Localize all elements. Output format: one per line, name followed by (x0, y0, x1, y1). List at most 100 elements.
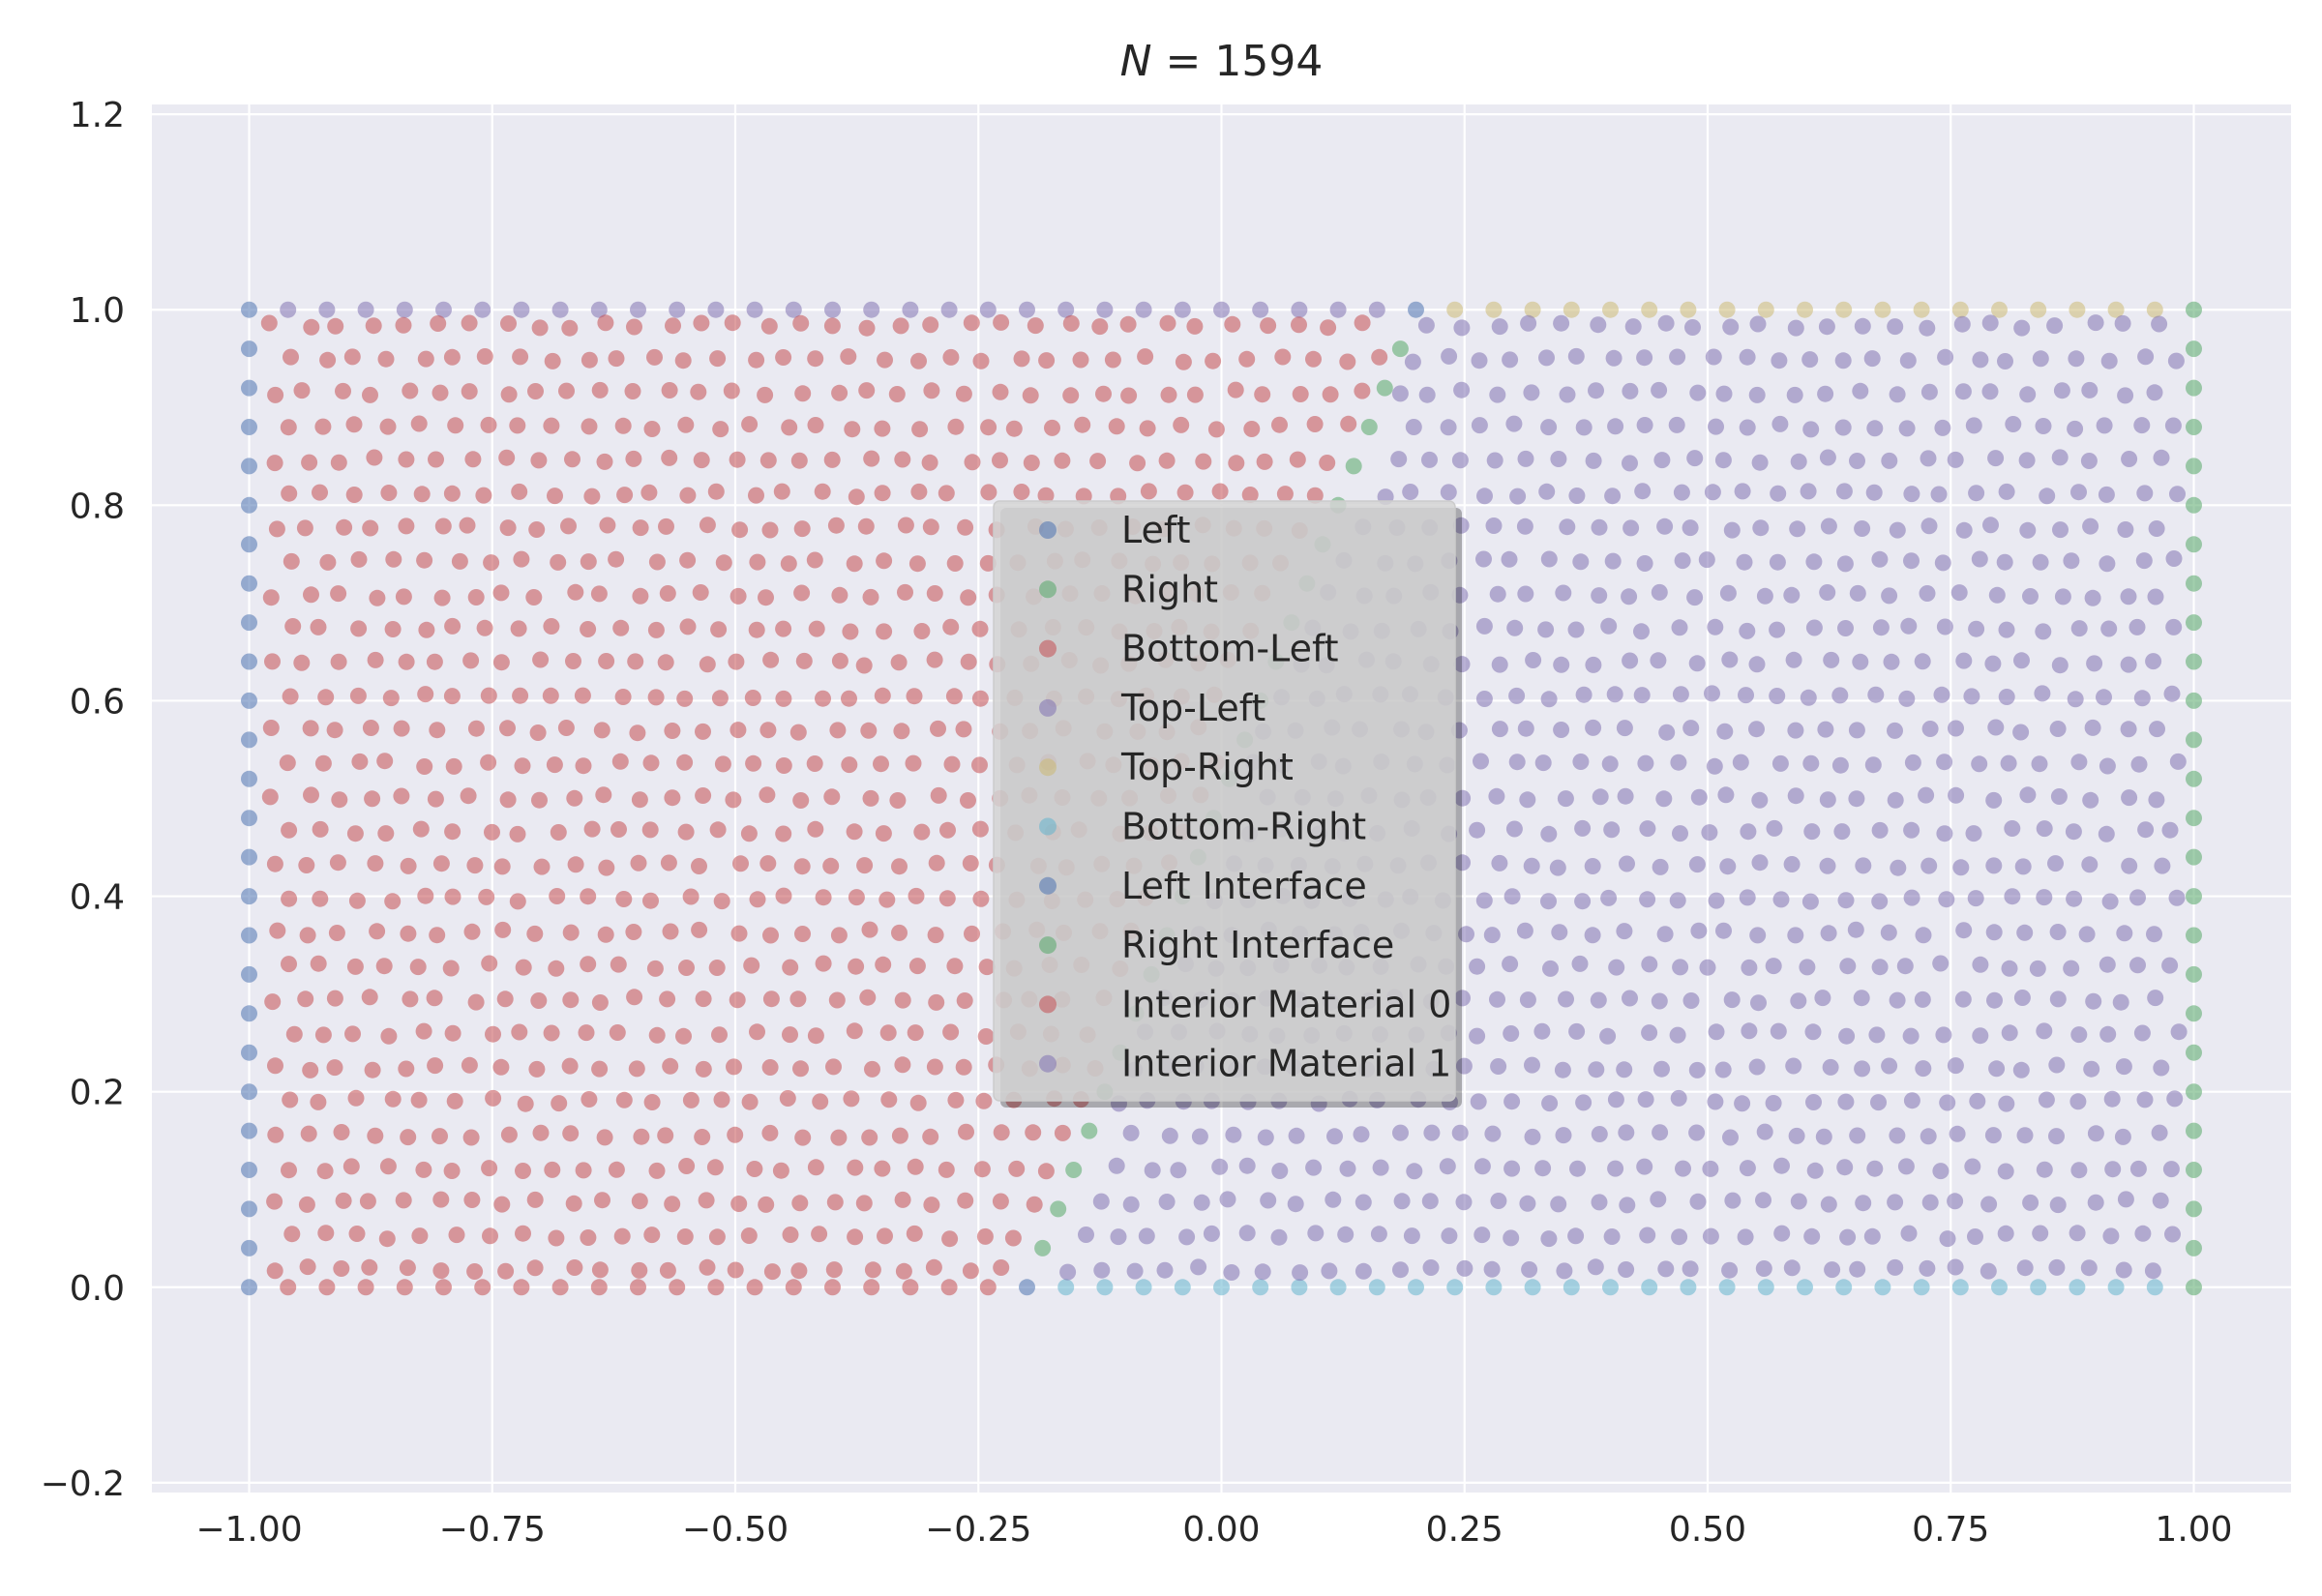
y-axis-ticks: −0.20.00.20.40.60.81.01.2 (41, 96, 125, 1504)
point-interior-material-1 (1854, 317, 1871, 335)
point-interior-material-0 (761, 521, 779, 539)
legend-label: Top-Right (1120, 746, 1294, 788)
point-interior-material-1 (2130, 755, 2148, 773)
point-interior-material-0 (946, 958, 964, 975)
point-interior-material-1 (1749, 927, 1767, 944)
point-interior-material-1 (2048, 1056, 2066, 1074)
point-interior-material-0 (971, 620, 989, 637)
point-interior-material-1 (1751, 854, 1769, 872)
point-interior-material-0 (485, 1025, 501, 1043)
point-interior-material-1 (1981, 383, 1999, 400)
point-bottom-left (746, 1279, 763, 1296)
point-interior-material-1 (1455, 1057, 1473, 1075)
point-interior-material-0 (417, 350, 434, 368)
point-interior-material-1 (1558, 990, 1574, 1008)
point-interior-material-0 (662, 923, 679, 940)
point-interior-material-0 (782, 1227, 799, 1243)
point-right (2186, 1239, 2202, 1256)
point-interior-material-1 (1540, 419, 1558, 436)
point-interior-material-0 (591, 381, 609, 399)
point-interior-material-1 (1682, 519, 1699, 537)
point-interior-material-1 (1471, 417, 1488, 434)
point-interior-material-0 (500, 386, 518, 403)
point-interior-material-1 (1723, 521, 1741, 539)
point-interior-material-0 (326, 990, 343, 1007)
point-interior-material-0 (346, 825, 364, 842)
point-interior-material-1 (1950, 584, 1968, 602)
point-interior-material-0 (848, 488, 865, 506)
point-interior-material-1 (1476, 488, 1493, 505)
point-interior-material-0 (1319, 455, 1336, 471)
point-right-interface (1360, 419, 1378, 435)
point-right (2186, 1200, 2202, 1218)
point-interior-material-0 (641, 821, 659, 839)
point-interior-material-1 (1471, 352, 1488, 369)
point-interior-material-0 (395, 316, 412, 334)
point-interior-material-0 (410, 1091, 428, 1108)
point-interior-material-0 (560, 517, 577, 535)
point-interior-material-1 (2012, 724, 2030, 741)
point-top-left (746, 301, 763, 318)
point-interior-material-1 (2084, 589, 2101, 606)
point-interior-material-1 (1608, 959, 1625, 976)
legend-marker (1039, 758, 1057, 777)
point-interior-material-1 (1458, 926, 1474, 943)
point-interior-material-0 (530, 452, 548, 469)
point-interior-material-0 (444, 888, 461, 905)
point-interior-material-1 (1847, 921, 1864, 938)
point-interior-material-1 (1571, 955, 1589, 972)
point-interior-material-0 (775, 349, 792, 366)
point-interior-material-0 (283, 552, 300, 570)
point-interior-material-1 (2154, 857, 2171, 874)
point-interior-material-1 (2170, 1023, 2188, 1041)
point-interior-material-0 (509, 825, 526, 842)
point-left (241, 419, 257, 435)
point-interior-material-0 (1322, 386, 1339, 403)
point-interior-material-1 (1639, 820, 1656, 838)
point-interior-material-0 (398, 653, 415, 670)
point-interior-material-1 (1488, 787, 1505, 805)
point-interior-material-0 (992, 1193, 1009, 1210)
point-interior-material-0 (858, 319, 876, 337)
point-interior-material-1 (1417, 316, 1435, 334)
point-bottom-left (474, 1279, 491, 1296)
point-interior-material-0 (962, 855, 979, 872)
point-interior-material-1 (1483, 927, 1501, 944)
point-interior-material-1 (1474, 1227, 1491, 1244)
point-interior-material-0 (314, 1026, 332, 1044)
point-interior-material-0 (907, 1158, 924, 1175)
point-interior-material-0 (310, 955, 327, 972)
point-interior-material-1 (1839, 1228, 1857, 1246)
point-interior-material-1 (1803, 1227, 1821, 1245)
point-interior-material-1 (2022, 588, 2039, 605)
point-interior-material-0 (1305, 350, 1322, 368)
point-top-left (513, 301, 530, 318)
point-interior-material-1 (1837, 892, 1855, 909)
point-interior-material-1 (1688, 1124, 1706, 1141)
point-right (2186, 927, 2202, 944)
point-interior-material-0 (1074, 416, 1091, 433)
point-interior-material-1 (1326, 1128, 1343, 1145)
point-interior-material-0 (412, 820, 430, 838)
point-interior-material-0 (526, 1259, 544, 1277)
point-top-left (902, 301, 919, 318)
point-interior-material-0 (831, 586, 848, 604)
legend-marker (1039, 876, 1057, 895)
point-interior-material-0 (1013, 484, 1030, 500)
point-interior-material-0 (598, 859, 615, 876)
point-interior-material-0 (550, 553, 567, 571)
point-top-left (590, 301, 608, 318)
point-interior-material-1 (1325, 1191, 1342, 1208)
point-interior-material-0 (533, 858, 551, 875)
point-interior-material-0 (443, 348, 461, 366)
point-interior-material-0 (351, 753, 369, 770)
point-interior-material-1 (1749, 315, 1767, 333)
point-interior-material-1 (2120, 656, 2137, 673)
point-interior-material-0 (633, 1128, 650, 1145)
point-interior-material-1 (1452, 517, 1470, 534)
point-interior-material-1 (1517, 450, 1534, 467)
point-interior-material-0 (793, 584, 811, 602)
point-interior-material-1 (2012, 1061, 2030, 1079)
point-interior-material-1 (2137, 821, 2155, 839)
point-interior-material-1 (1863, 1227, 1881, 1245)
